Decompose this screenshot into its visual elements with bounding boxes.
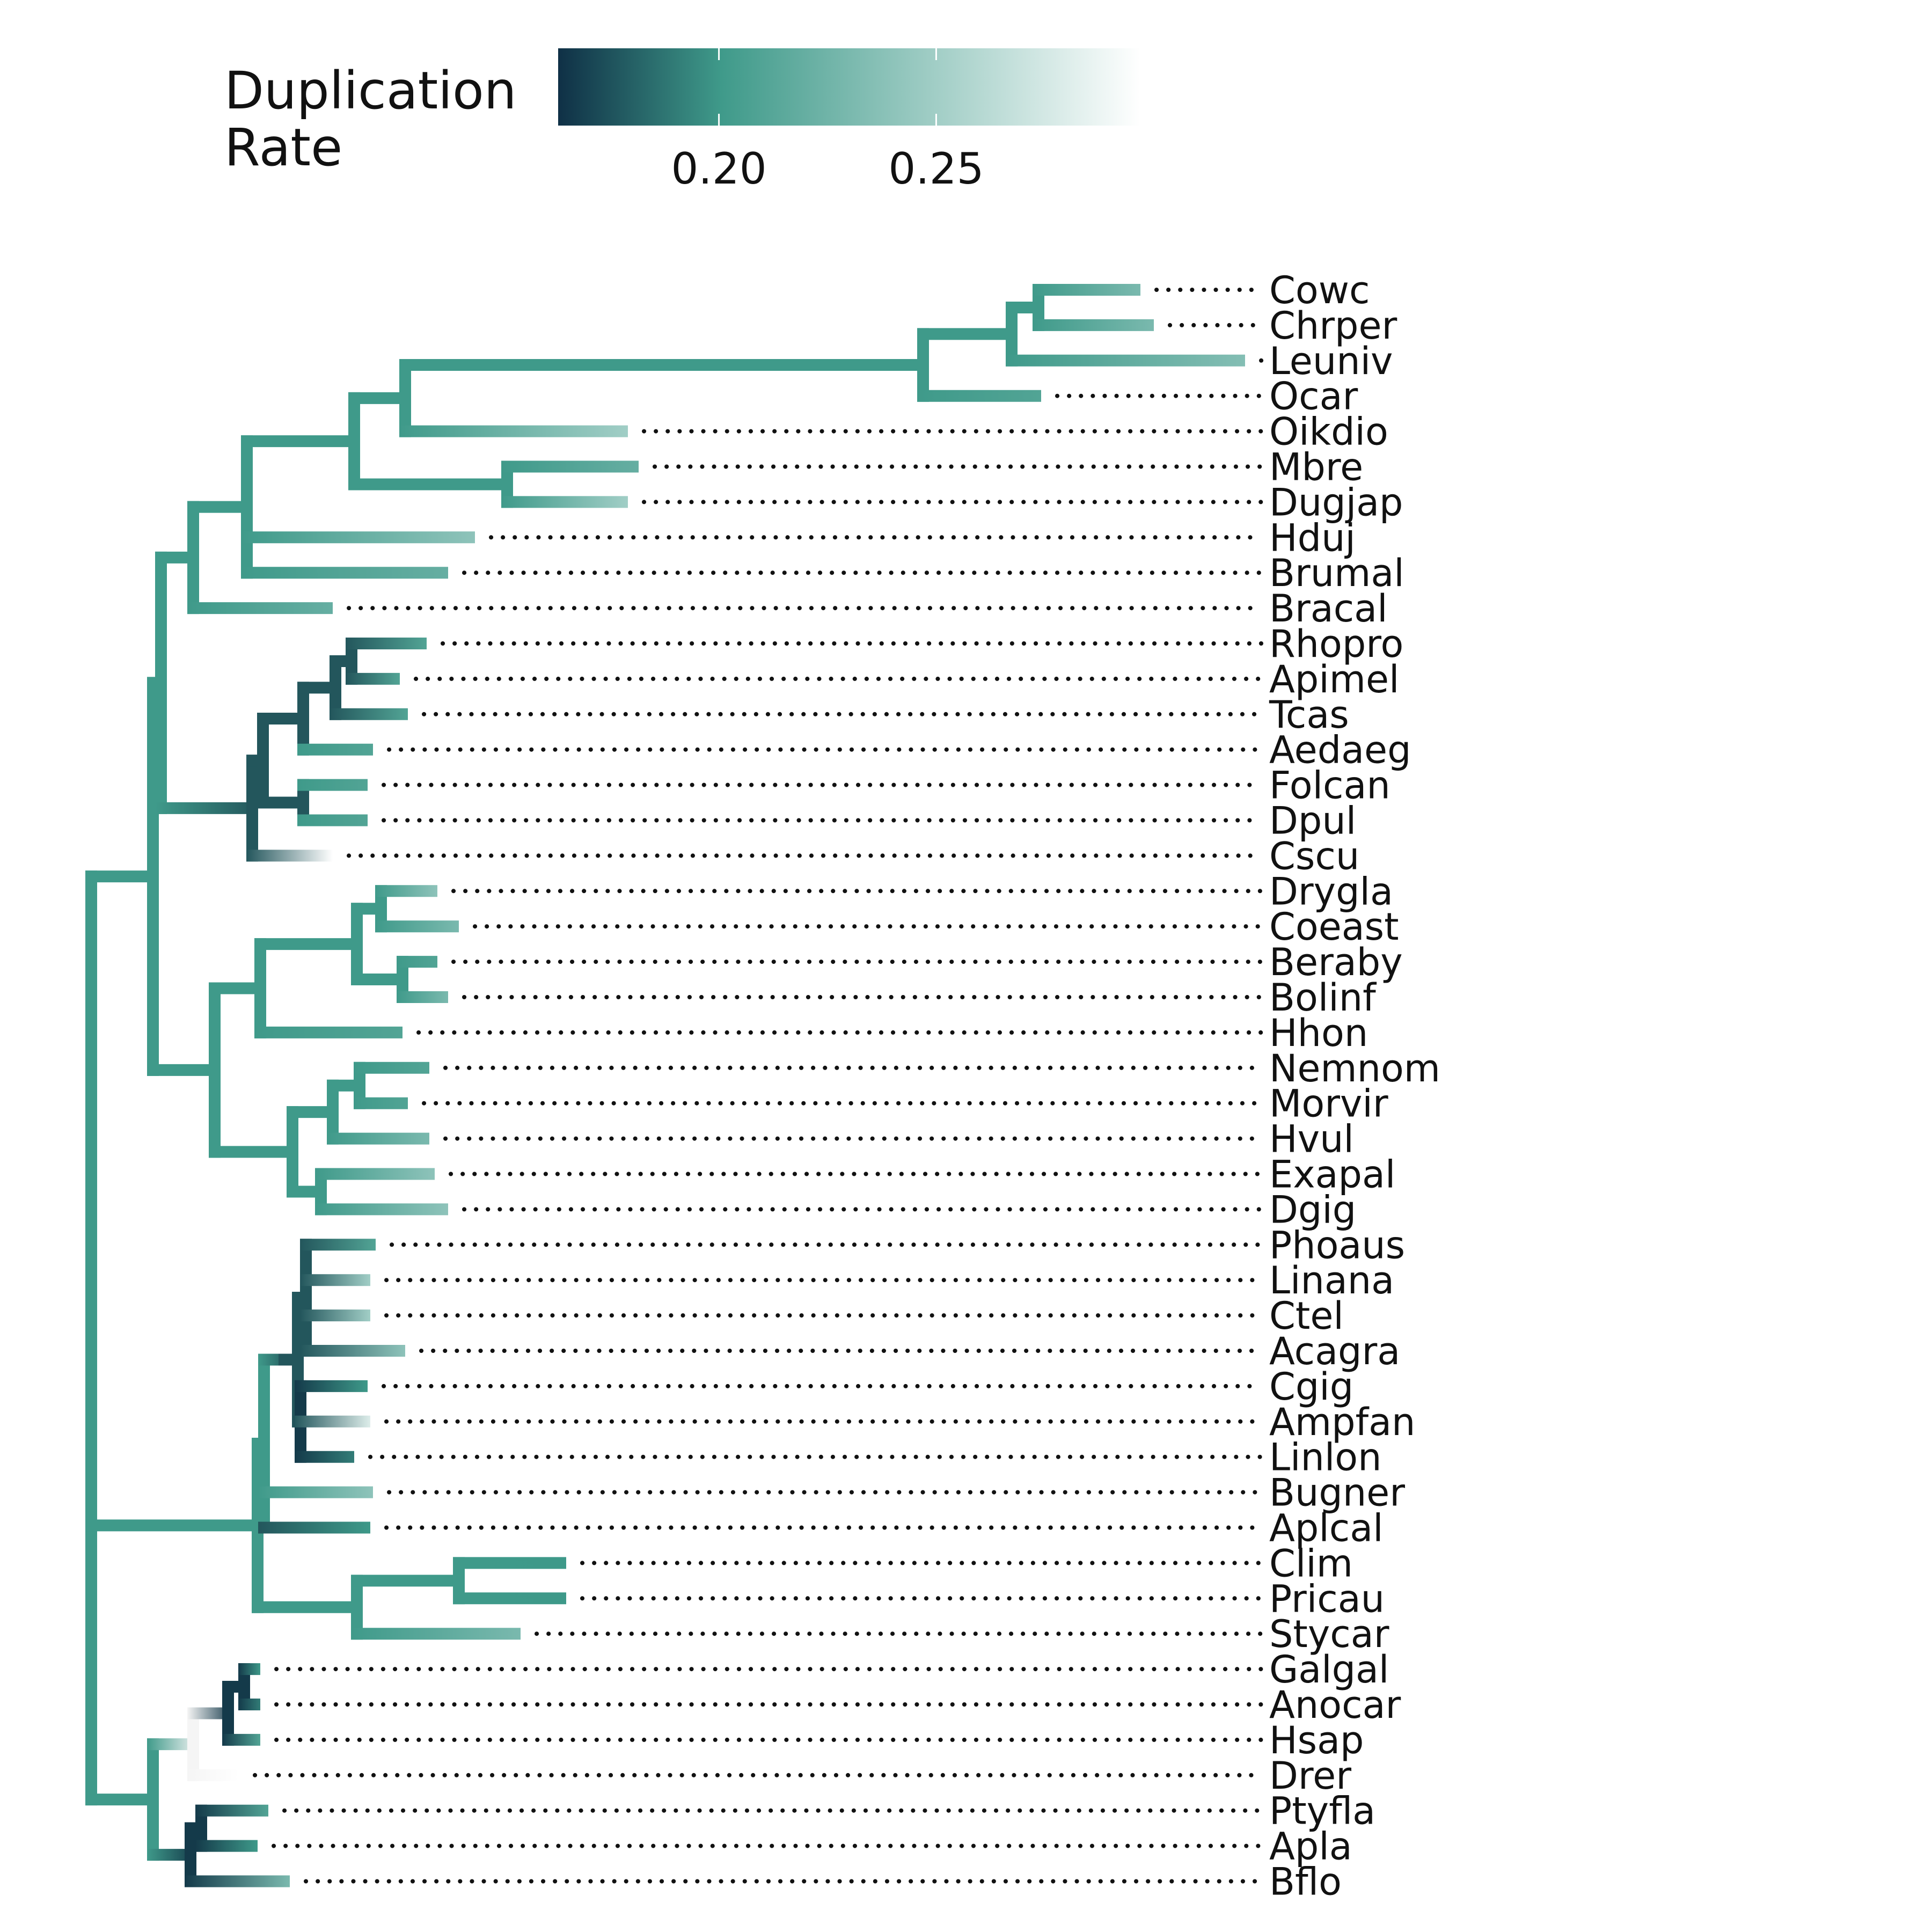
tip-label-rhopro: Rhopro — [1269, 622, 1403, 666]
tip-label-ocar: Ocar — [1269, 375, 1358, 419]
legend-ticks: 0.20 0.25 — [671, 48, 984, 194]
tip-label-dpul: Dpul — [1269, 799, 1356, 843]
tip-label-morvir: Morvir — [1269, 1082, 1388, 1126]
tip-label-coeast: Coeast — [1269, 905, 1399, 949]
tip-label-bolinf: Bolinf — [1269, 976, 1377, 1020]
tip-label-cowc: Cowc — [1269, 268, 1370, 312]
tip-label-chrper: Chrper — [1269, 304, 1397, 348]
tip-label-beraby: Beraby — [1269, 940, 1403, 984]
legend-colorbar — [558, 48, 1140, 126]
tip-label-aplcal: Aplcal — [1269, 1506, 1384, 1550]
tip-label-exapal: Exapal — [1269, 1153, 1395, 1197]
tip-label-acagra: Acagra — [1269, 1329, 1400, 1373]
tip-labels: CowcChrperLeunivOcarOikdioMbreDugjapHduj… — [1269, 268, 1440, 1904]
tip-label-galgal: Galgal — [1269, 1648, 1389, 1692]
tip-label-leuniv: Leuniv — [1269, 339, 1393, 383]
tip-label-nemnom: Nemnom — [1269, 1046, 1440, 1091]
tip-label-ptyfla: Ptyfla — [1269, 1789, 1375, 1833]
tip-label-hduj: Hduj — [1269, 516, 1356, 560]
legend-title-line-2: Rate — [224, 118, 342, 178]
tip-label-brumal: Brumal — [1269, 551, 1404, 595]
tip-label-clim: Clim — [1269, 1541, 1353, 1585]
tip-label-dgig: Dgig — [1269, 1188, 1356, 1232]
legend: Duplication Rate 0.20 0.25 — [224, 48, 1140, 194]
tip-label-ctel: Ctel — [1269, 1294, 1344, 1338]
tip-label-cscu: Cscu — [1269, 834, 1359, 878]
tip-label-apimel: Apimel — [1269, 657, 1399, 701]
tip-label-bracal: Bracal — [1269, 587, 1388, 631]
legend-tick-label: 0.20 — [671, 144, 767, 194]
tip-label-drer: Drer — [1269, 1754, 1351, 1798]
tip-label-dugjap: Dugjap — [1269, 480, 1403, 524]
tip-label-linana: Linana — [1269, 1258, 1394, 1302]
tip-label-hhon: Hhon — [1269, 1011, 1368, 1055]
tip-label-drygla: Drygla — [1269, 869, 1393, 913]
tip-leaders — [253, 288, 1263, 1884]
tip-label-linlon: Linlon — [1269, 1436, 1381, 1480]
legend-tick-label: 0.25 — [888, 144, 984, 194]
tip-label-aedaeg: Aedaeg — [1269, 728, 1411, 772]
tip-label-tcas: Tcas — [1269, 693, 1349, 737]
tip-label-cgig: Cgig — [1269, 1365, 1353, 1409]
tip-label-stycar: Stycar — [1269, 1612, 1389, 1656]
tip-label-bugner: Bugner — [1269, 1471, 1405, 1515]
tip-label-pricau: Pricau — [1269, 1577, 1385, 1621]
tip-label-hsap: Hsap — [1269, 1718, 1364, 1762]
tip-label-bflo: Bflo — [1269, 1860, 1342, 1904]
tip-label-hvul: Hvul — [1269, 1117, 1354, 1161]
tip-label-anocar: Anocar — [1269, 1683, 1401, 1727]
tip-label-oikdio: Oikdio — [1269, 410, 1388, 454]
tip-label-mbre: Mbre — [1269, 445, 1363, 489]
tip-label-apla: Apla — [1269, 1825, 1352, 1869]
phylogenetic-tree — [85, 284, 1245, 1887]
tip-label-phoaus: Phoaus — [1269, 1223, 1405, 1267]
legend-title-line-1: Duplication — [224, 61, 517, 121]
tip-label-ampfan: Ampfan — [1269, 1400, 1415, 1444]
tip-label-folcan: Folcan — [1269, 764, 1391, 808]
